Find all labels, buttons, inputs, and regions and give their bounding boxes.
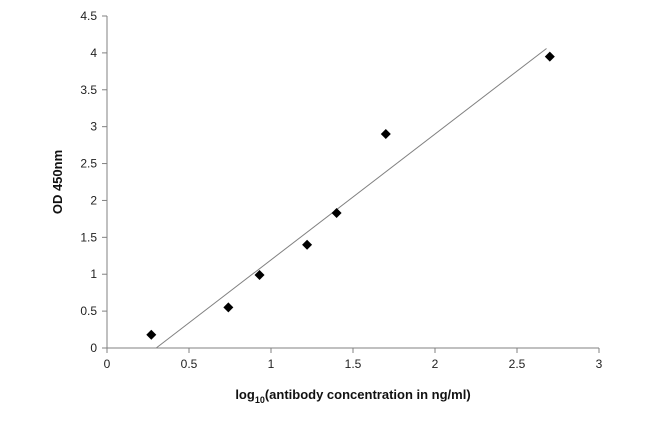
y-tick-label: 0.5	[80, 304, 97, 318]
x-axis-title-rest: (antibody concentration in ng/ml)	[265, 387, 471, 402]
y-tick-label: 4	[90, 46, 97, 60]
data-points	[146, 51, 555, 340]
y-tick-label: 3	[90, 120, 97, 134]
x-tick-label: 0.5	[181, 357, 198, 371]
axes	[106, 16, 599, 349]
x-tick-label: 3	[596, 357, 603, 371]
y-tick-label: 1.5	[80, 230, 97, 244]
y-tick-label: 0	[90, 341, 97, 355]
x-tick-label: 2	[432, 357, 439, 371]
data-point	[146, 329, 157, 340]
x-axis-title: log10(antibody concentration in ng/ml)	[235, 387, 470, 405]
x-axis-title-subscript: 10	[255, 395, 265, 405]
data-point	[254, 269, 265, 280]
x-ticks: 0 0.5 1 1.5 2 2.5 3	[104, 348, 603, 371]
x-tick-label: 1	[268, 357, 275, 371]
trendline-group	[155, 48, 547, 349]
x-tick-label: 2.5	[509, 357, 526, 371]
data-point	[223, 302, 234, 313]
trendline	[155, 48, 547, 349]
y-tick-label: 2	[90, 193, 97, 207]
y-tick-label: 1	[90, 267, 97, 281]
y-tick-label: 2.5	[80, 157, 97, 171]
x-axis-title-main: log	[235, 387, 255, 402]
y-tick-label: 3.5	[80, 83, 97, 97]
data-point	[380, 129, 391, 140]
x-tick-label: 0	[104, 357, 111, 371]
data-point	[302, 239, 313, 250]
data-point	[544, 51, 555, 62]
x-tick-label: 1.5	[345, 357, 362, 371]
y-ticks: 0 0.5 1 1.5 2 2.5 3 3.5 4 4.5	[80, 9, 107, 355]
y-tick-label: 4.5	[80, 9, 97, 23]
y-axis-title: OD 450nm	[50, 150, 65, 214]
data-point	[331, 207, 342, 218]
